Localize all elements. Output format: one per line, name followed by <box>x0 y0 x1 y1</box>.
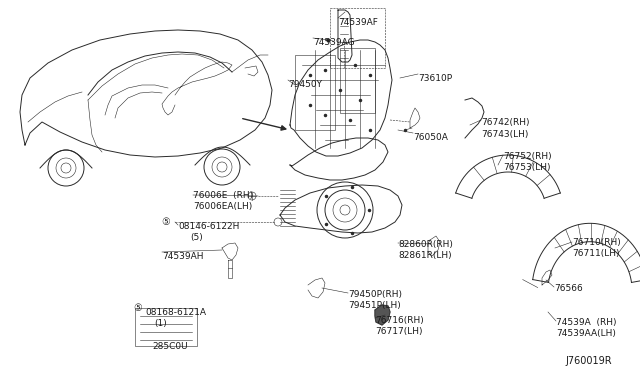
Text: (1): (1) <box>154 319 167 328</box>
Text: 82860R(RH): 82860R(RH) <box>398 240 453 249</box>
Text: 74539AH: 74539AH <box>162 252 204 261</box>
Text: 73610P: 73610P <box>418 74 452 83</box>
Bar <box>295 55 335 130</box>
Text: 285C0U: 285C0U <box>152 342 188 351</box>
Text: ⑤: ⑤ <box>134 303 142 313</box>
Text: 82861R(LH): 82861R(LH) <box>398 251 452 260</box>
Text: 76050A: 76050A <box>413 133 448 142</box>
Bar <box>330 8 385 68</box>
Text: 76752(RH): 76752(RH) <box>503 152 552 161</box>
Bar <box>340 48 375 113</box>
Text: 79451P(LH): 79451P(LH) <box>348 301 401 310</box>
Text: (5): (5) <box>190 233 203 242</box>
Text: 74539AG: 74539AG <box>313 38 355 47</box>
Text: 76743(LH): 76743(LH) <box>481 130 529 139</box>
Text: 76710(RH): 76710(RH) <box>572 238 621 247</box>
Text: 79450Y: 79450Y <box>288 80 322 89</box>
Text: 76742(RH): 76742(RH) <box>481 118 529 127</box>
Text: 76717(LH): 76717(LH) <box>375 327 422 336</box>
Text: 08168-6121A: 08168-6121A <box>145 308 206 317</box>
Text: 76566: 76566 <box>554 284 583 293</box>
Polygon shape <box>375 305 390 325</box>
Text: 08146-6122H: 08146-6122H <box>178 222 239 231</box>
Text: 76711(LH): 76711(LH) <box>572 249 620 258</box>
Bar <box>135 308 197 346</box>
Text: 76006EA(LH): 76006EA(LH) <box>193 202 252 211</box>
Text: J760019R: J760019R <box>565 356 612 366</box>
Text: 74539A  (RH): 74539A (RH) <box>556 318 616 327</box>
Text: ⑤: ⑤ <box>162 217 170 227</box>
Text: 79450P(RH): 79450P(RH) <box>348 290 402 299</box>
Text: 74539AA(LH): 74539AA(LH) <box>556 329 616 338</box>
Text: 74539AF: 74539AF <box>338 18 378 27</box>
Text: 76716(RH): 76716(RH) <box>375 316 424 325</box>
Text: 76006E  (RH): 76006E (RH) <box>193 191 253 200</box>
Text: 76753(LH): 76753(LH) <box>503 163 550 172</box>
